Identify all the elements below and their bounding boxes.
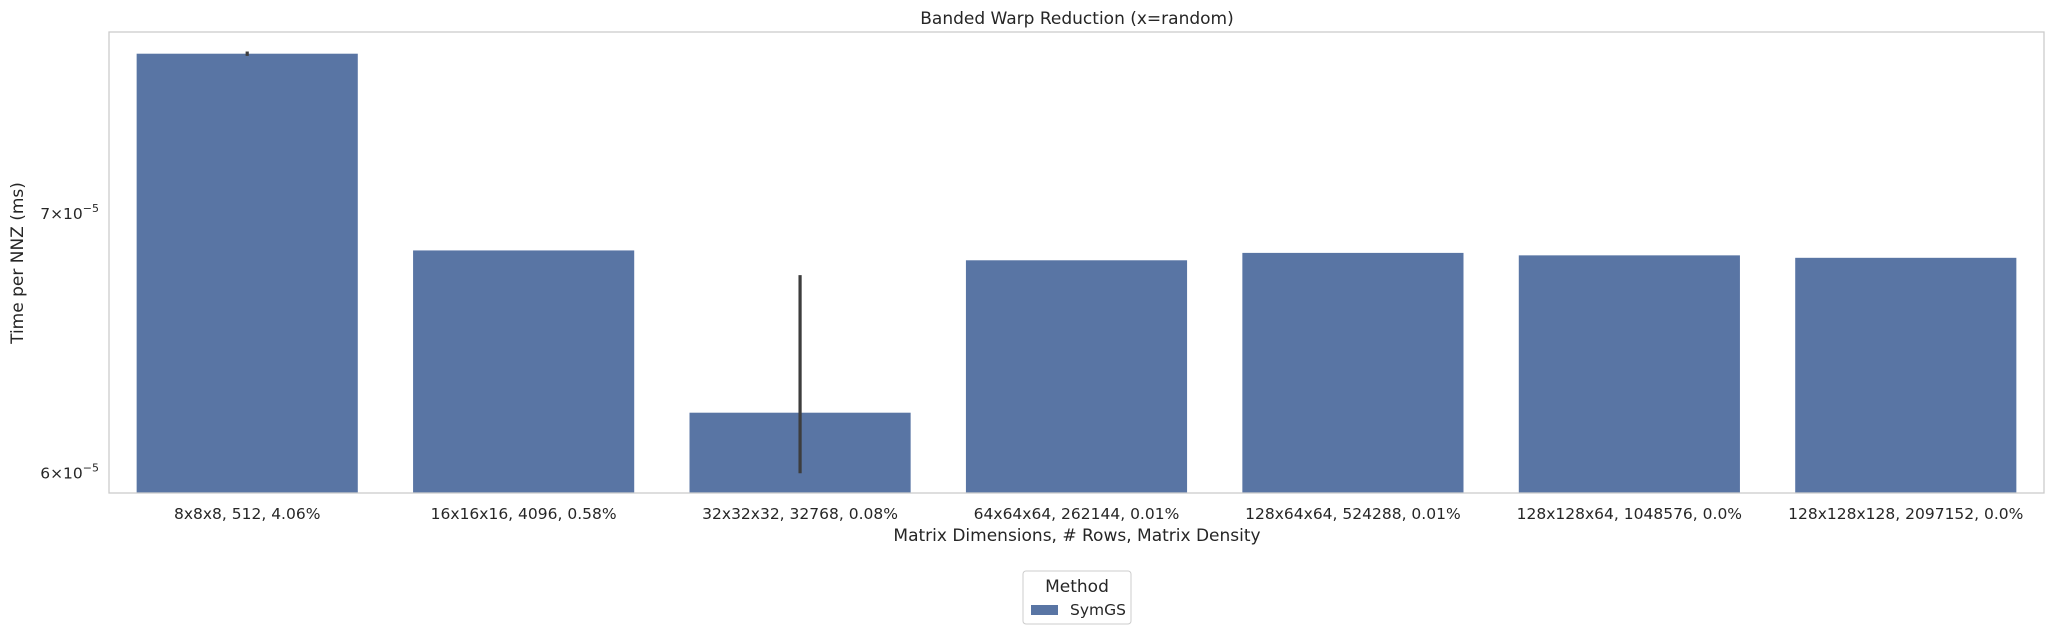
y-tick-label: 6×10−5 [40, 461, 99, 482]
x-tick-label-8x8x8-512-4-06: 8x8x8, 512, 4.06% [174, 505, 320, 523]
bar-16x16x16-4096-0-58 [413, 250, 635, 493]
x-tick-label-32x32x32-32768-0-08: 32x32x32, 32768, 0.08% [702, 505, 898, 523]
x-tick-label-16x16x16-4096-0-58: 16x16x16, 4096, 0.58% [431, 505, 617, 523]
x-axis-label: Matrix Dimensions, # Rows, Matrix Densit… [893, 526, 1260, 546]
bar-128x128x128-2097152-0-0 [1795, 257, 2017, 493]
x-tick-label-64x64x64-262144-0-01: 64x64x64, 262144, 0.01% [974, 505, 1180, 523]
bar-64x64x64-262144-0-01 [965, 260, 1188, 493]
legend-swatch [1031, 605, 1058, 615]
y-axis-label: Time per NNZ (ms) [8, 182, 28, 345]
x-ticks-layer: 8x8x8, 512, 4.06% 16x16x16, 4096, 0.58% 32… [174, 505, 2023, 523]
legend: Method SymGS [1022, 570, 1132, 625]
bar-8x8x8-512-4-06 [136, 53, 358, 493]
x-tick-label-128x64x64-524288-0-01: 128x64x64, 524288, 0.01% [1245, 505, 1461, 523]
bars-layer [136, 53, 2017, 493]
chart-title: Banded Warp Reduction (x=random) [920, 9, 1234, 29]
y-ticks-layer: 6×10−5 7×10−5 [40, 202, 99, 482]
legend-title: Method [1045, 577, 1109, 597]
bar-128x128x64-1048576-0-0 [1518, 255, 1740, 493]
legend-entry-symgs: SymGS [1070, 601, 1126, 619]
bar-128x64x64-524288-0-01 [1242, 252, 1464, 493]
error-bars-layer [245, 51, 802, 474]
y-tick-label: 7×10−5 [40, 202, 99, 223]
plot-frame [108, 31, 2045, 494]
x-tick-label-128x128x64-1048576-0-0: 128x128x64, 1048576, 0.0% [1517, 505, 1742, 523]
x-tick-label-128x128x128-2097152-0-0: 128x128x128, 2097152, 0.0% [1788, 505, 2023, 523]
